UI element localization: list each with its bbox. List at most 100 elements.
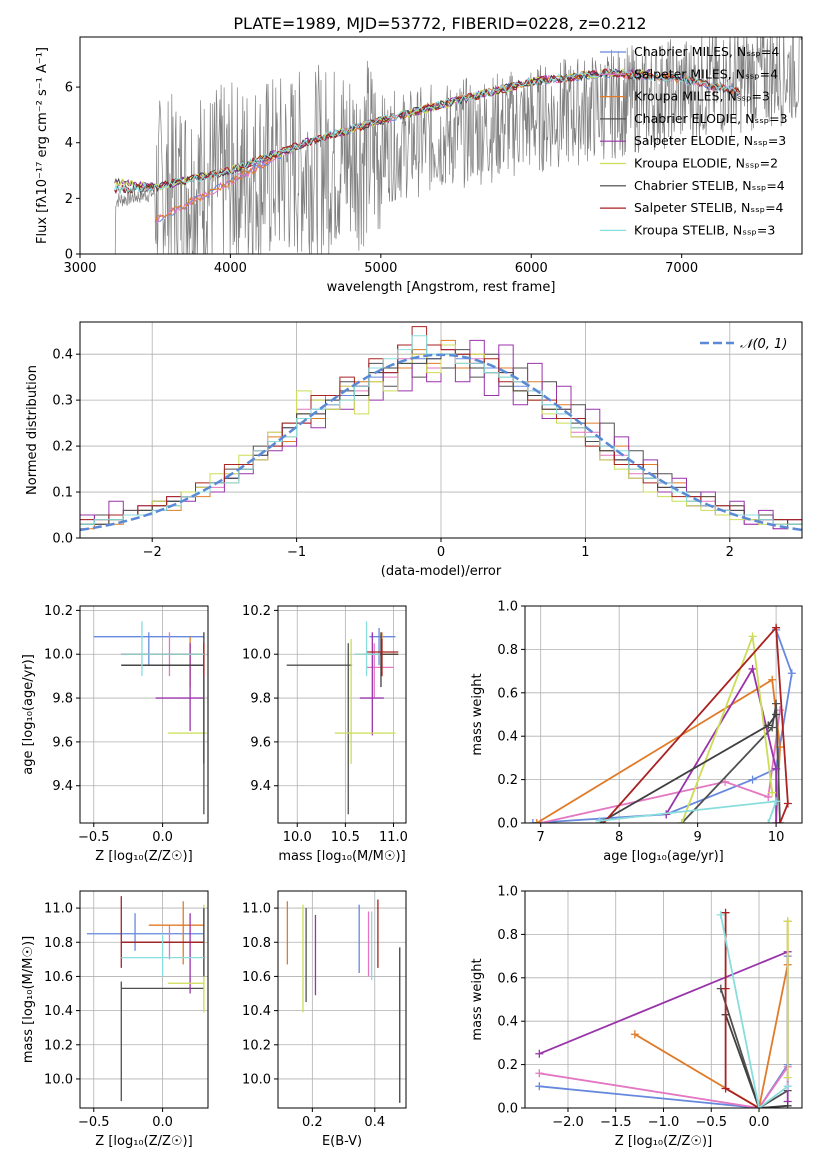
x-axis-label: wavelength [Angstrom, rest frame] [327, 280, 556, 295]
y-tick-label: 0.6 [497, 971, 518, 986]
x-axis-label: Z [log₁₀(Z/Z☉)] [615, 1134, 712, 1149]
x-axis-label: (data-model)/error [381, 564, 502, 579]
x-tick-label: 0.0 [152, 1115, 173, 1130]
model-spectrum [114, 68, 741, 194]
weight-marker [772, 699, 781, 708]
y-tick-label: 10.0 [44, 1072, 73, 1087]
x-tick-label: 5000 [364, 261, 397, 276]
plot-area [528, 623, 796, 823]
gaussian-curve [80, 353, 802, 532]
weight-marker [532, 819, 541, 823]
y-tick-label: 0.8 [497, 643, 518, 658]
weight-line [536, 678, 781, 823]
weight-marker [783, 917, 792, 926]
weight-marker [764, 792, 773, 801]
y-tick-label: 1.0 [497, 885, 518, 900]
y-tick-label: 10.0 [242, 1072, 271, 1087]
x-tick-label: −1.0 [648, 1115, 680, 1130]
legend-label: Kroupa STELIB, Nₛₛₚ=3 [634, 222, 775, 237]
y-axis-label: mass [log₁₀(M/M☉)] [21, 936, 36, 1063]
y-tick-label: 0.0 [497, 817, 518, 832]
weight-marker [772, 819, 781, 823]
legend-label: Chabrier MILES, Nₛₛₚ=4 [634, 44, 779, 59]
x-tick-label: 2 [726, 545, 734, 560]
panels: Chabrier MILES, Nₛₛₚ=4 Salpeter MILES, Nₛ… [21, 36, 803, 1149]
y-tick-label: 10.4 [242, 1004, 271, 1019]
x-tick-label: 0 [437, 545, 445, 560]
axes-frame [79, 890, 209, 1109]
weight-marker [535, 1049, 544, 1058]
y-tick-label: 6 [65, 81, 73, 96]
weight-marker [783, 1101, 792, 1108]
weight-marker [748, 664, 757, 673]
weight-line [602, 625, 789, 823]
weight-marker [776, 706, 785, 715]
y-tick-label: 10.2 [44, 1038, 73, 1053]
x-tick-label: 10.5 [331, 830, 360, 845]
y-tick-label: 10.6 [44, 970, 73, 985]
y-tick-label: 10.0 [44, 648, 73, 663]
legend-label: Salpeter STELIB, Nₛₛₚ=4 [634, 200, 784, 215]
legend-label: 𝒩(0, 1) [740, 337, 787, 352]
legend-label: Salpeter MILES, Nₛₛₚ=4 [634, 66, 778, 81]
x-tick-label: 0.4 [364, 1115, 385, 1130]
x-tick-label: 10.0 [283, 830, 312, 845]
y-tick-label: 0.6 [497, 686, 518, 701]
x-tick-label: 9 [693, 830, 701, 845]
axes-frame [277, 605, 407, 824]
x-tick-label: 11.0 [379, 830, 408, 845]
y-tick-label: 10.0 [242, 648, 271, 663]
x-tick-label: −0.5 [78, 1115, 110, 1130]
weight-marker [721, 908, 730, 917]
x-tick-label: 1 [581, 545, 589, 560]
x-tick-label: 6000 [515, 261, 548, 276]
x-tick-label: 4000 [214, 261, 247, 276]
axes-frame [524, 605, 803, 824]
weight-line [665, 666, 777, 823]
y-tick-label: 10.8 [44, 936, 73, 951]
y-tick-label: 0.2 [497, 773, 518, 788]
y-axis-label: Normed distribution [25, 365, 40, 495]
x-tick-label: 0.0 [152, 830, 173, 845]
y-tick-label: 0.0 [497, 1102, 518, 1117]
weight-line [719, 988, 789, 1108]
weight-marker [772, 710, 781, 719]
plot-area [93, 621, 207, 815]
y-tick-label: 0.2 [497, 1058, 518, 1073]
y-tick-label: 0.4 [52, 348, 73, 363]
panel-spectrum: Chabrier MILES, Nₛₛₚ=4 Salpeter MILES, Nₛ… [35, 36, 803, 295]
weight-marker [716, 910, 725, 919]
y-tick-label: 9.4 [52, 779, 73, 794]
y-tick-label: 10.6 [242, 970, 271, 985]
weight-marker [783, 1082, 792, 1091]
weight-marker [768, 675, 777, 684]
weight-marker [772, 764, 781, 773]
plot-area [114, 37, 802, 254]
weight-line [681, 703, 781, 823]
y-tick-label: 0.4 [497, 1015, 518, 1030]
y-tick-label: 4 [65, 136, 73, 151]
weight-line [724, 1014, 788, 1108]
weight-marker [755, 1104, 764, 1108]
legend: Chabrier MILES, Nₛₛₚ=4 Salpeter MILES, Nₛ… [600, 44, 788, 237]
x-tick-label: 0.0 [749, 1115, 770, 1130]
panel-mass-vs-Z: −0.5 0.0 10.0 10.2 10.4 10.6 10.8 11.0 Z [log₁₀(… [21, 890, 209, 1149]
y-tick-label: 9.8 [52, 692, 73, 707]
y-axis-label: mass weight [470, 673, 485, 755]
weight-marker [677, 819, 686, 823]
plot-area [286, 899, 401, 1103]
y-tick-label: 11.0 [242, 902, 271, 917]
axes-frame [79, 605, 209, 824]
x-axis-label: Z [log₁₀(Z/Z☉)] [95, 849, 192, 864]
plot-area [80, 326, 802, 538]
legend-label: Chabrier ELODIE, Nₛₛₚ=3 [634, 111, 788, 126]
y-tick-label: 0.0 [52, 532, 73, 547]
y-tick-label: 2 [65, 192, 73, 207]
weight-marker [721, 1084, 730, 1093]
model-spectrum [114, 68, 651, 191]
panel-mass-vs-EBV: 0.2 0.4 10.0 10.2 10.4 10.6 10.8 11.0 E(B-V) [242, 890, 407, 1149]
y-tick-label: 0.3 [52, 394, 73, 409]
legend-label: Kroupa MILES, Nₛₛₚ=3 [634, 89, 770, 104]
weight-marker [535, 1082, 544, 1091]
y-tick-label: 11.0 [44, 902, 73, 917]
